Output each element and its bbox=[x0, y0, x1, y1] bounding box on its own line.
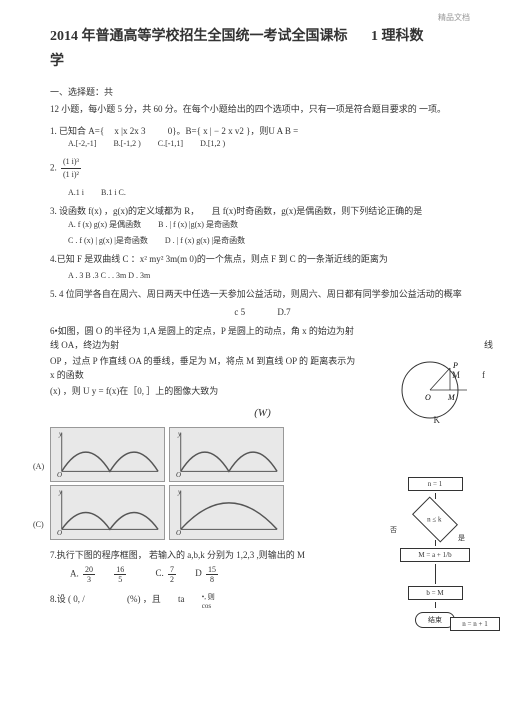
fc-out: b = M bbox=[408, 586, 463, 600]
chart-c-y: y bbox=[59, 488, 62, 496]
q6-end1: 线 bbox=[484, 339, 493, 353]
question-1: 1. 已知合 A={ x |x 2x 3 0}。B={ x | − 2 x v2… bbox=[50, 125, 475, 151]
q6-line3: (x) ，则 U y = f(x)在［0, ］上的图像大致为 bbox=[50, 385, 360, 399]
q6-line1: 6•如图，圆 O 的半径为 1,A 是圆上的定点，P 是圆上的动点，角 x 的始… bbox=[50, 326, 354, 350]
q8-stem: 8.设 ( 0, / bbox=[50, 594, 85, 604]
q6-end2: f bbox=[482, 369, 485, 383]
q7-a-label: A. bbox=[70, 568, 79, 578]
q1-options: A.[-2,-1] B.[-1,2 ) C.[-1,1] D.[1,2 ) bbox=[68, 138, 475, 150]
chart-d-y: y bbox=[178, 488, 181, 496]
q1-opt-b: B.[-1,2 ) bbox=[113, 139, 140, 148]
q4-stem: 4.已知 F 是双曲线 C ：x² my² 3m(m 0)的一个焦点，则点 F … bbox=[50, 254, 388, 264]
q3-options-row1: A. f (x) g(x) 是偶函数 B . | f (x) |g(x) 是奇函… bbox=[68, 219, 475, 231]
chart-c: y O (C) bbox=[50, 485, 165, 540]
chart-b-o: O bbox=[176, 471, 181, 479]
q7-d-label: D bbox=[195, 568, 202, 578]
title-suffix: 1 理科数 bbox=[371, 29, 424, 44]
fc-yes: 是 bbox=[458, 533, 465, 543]
chart-b-y: y bbox=[178, 430, 181, 438]
q5-opt-d: D.7 bbox=[277, 307, 290, 317]
question-5: 5. 4 位同学各自在周六、周日两天中任选一天参加公益活动，则周六、周日都有同学… bbox=[50, 288, 475, 319]
circle-figure: O M P bbox=[395, 358, 480, 423]
chart-col-left: y O (A) y O (C) bbox=[50, 427, 165, 540]
q1-suf: 0}。B={ x | − 2 x v2 }，则U A B = bbox=[168, 126, 299, 136]
title-text: 2014 年普通高等学校招生全国统一考试全国课标 bbox=[50, 29, 348, 44]
q7-a-d: 3 bbox=[83, 575, 95, 584]
q2-frac-n: (1 i)³ bbox=[61, 156, 81, 169]
q7-a-n: 20 bbox=[83, 565, 95, 575]
chart-b: y O bbox=[169, 427, 284, 482]
q7-b-d: 5 bbox=[114, 575, 126, 584]
q8-p: (%) ，且 bbox=[127, 594, 161, 604]
k-label: K bbox=[434, 415, 441, 425]
q3-line1: 3. 设函数 f(x) ，g(x)的定义域都为 R， bbox=[50, 206, 199, 216]
q2-opt-a: A.1 i bbox=[68, 188, 84, 197]
section-label: 一、选择题：共 bbox=[50, 85, 475, 98]
chart-col-right: y O y O bbox=[169, 427, 284, 540]
q7-c-label: C. bbox=[156, 568, 164, 578]
q1-prefix: 1. 已知合 A={ bbox=[50, 126, 104, 136]
q3-options-row2: C . f (x) | g(x) |是奇函数 D . | f (x) g(x) … bbox=[68, 235, 475, 247]
q6-m: M bbox=[452, 369, 460, 383]
q1-opt-a: A.[-2,-1] bbox=[68, 139, 96, 148]
q8-dot: •, 则 bbox=[202, 593, 215, 601]
chart-a-label: (A) bbox=[33, 462, 44, 471]
chart-d: y O bbox=[169, 485, 284, 540]
fc-nn: n = n + 1 bbox=[450, 617, 500, 631]
q8-cos: cos bbox=[202, 602, 211, 610]
q3-line1b: 且 f(x)时奇函数，g(x)是偶函数，则下列结论正确的是 bbox=[212, 206, 423, 216]
chart-a-y: y bbox=[59, 430, 62, 438]
flowchart: n = 1 n ≤ k 否 是 M = a + 1/b b = M 结束 n =… bbox=[375, 475, 495, 655]
q1-mid: x |x 2x 3 bbox=[114, 126, 145, 136]
q2-options: A.1 i B.1 i C. bbox=[68, 187, 475, 199]
chart-c-label: (C) bbox=[33, 520, 44, 529]
circle-m-label: M bbox=[447, 393, 456, 402]
watermark: 精品文档 bbox=[438, 12, 470, 23]
fc-end: 结束 bbox=[415, 612, 455, 628]
q2-fraction: (1 i)³ (1 i)² bbox=[61, 156, 81, 181]
question-6: 6•如图，圆 O 的半径为 1,A 是圆上的定点，P 是圆上的动点，角 x 的始… bbox=[50, 325, 360, 399]
question-2: 2. (1 i)³ (1 i)² A.1 i B.1 i C. bbox=[50, 156, 475, 199]
q3-opt-d: D . | f (x) g(x) |是奇函数 bbox=[165, 236, 245, 245]
q8-t: ta bbox=[178, 594, 185, 604]
q7-d-d: 8 bbox=[206, 575, 218, 584]
q5-stem: 5. 4 位同学各自在周六、周日两天中任选一天参加公益活动，则周六、周日都有同学… bbox=[50, 289, 462, 299]
fc-meq: M = a + 1/b bbox=[400, 548, 470, 562]
q3-opt-c: C . f (x) | g(x) |是奇函数 bbox=[68, 236, 148, 245]
circle-o-label: O bbox=[425, 393, 431, 402]
q5-options: c 5 D.7 bbox=[50, 306, 475, 320]
q2-frac-d: (1 i)² bbox=[61, 169, 81, 181]
q1-opt-d: D.[1,2 ) bbox=[200, 139, 225, 148]
page-title: 2014 年普通高等学校招生全国统一考试全国课标 1 理科数 bbox=[50, 25, 475, 45]
q7-b-n: 16 bbox=[114, 565, 126, 575]
intro-text: 12 小题，每小题 5 分，共 60 分。在每个小题给出的四个选项中，只有一项是… bbox=[50, 103, 475, 117]
chart-a-o: O bbox=[57, 471, 62, 479]
q2-stem: 2. bbox=[50, 163, 57, 173]
question-4: 4.已知 F 是双曲线 C ：x² my² 3m(m 0)的一个焦点，则点 F … bbox=[50, 253, 475, 283]
chart-c-o: O bbox=[57, 529, 62, 537]
fc-cond: n ≤ k bbox=[412, 497, 458, 543]
q7-c-d: 2 bbox=[168, 575, 176, 584]
q4-options: A . 3 B .3 C . . 3m D . 3m bbox=[68, 270, 475, 282]
q6-line2: OP ，过点 P 作直线 OA 的垂线，垂足为 M，将点 M 到直线 OP 的 … bbox=[50, 356, 355, 380]
question-3: 3. 设函数 f(x) ，g(x)的定义域都为 R， 且 f(x)时奇函数，g(… bbox=[50, 205, 475, 247]
q3-opt-a: A. f (x) g(x) 是偶函数 bbox=[68, 220, 141, 229]
q1-opt-c: C.[-1,1] bbox=[158, 139, 183, 148]
q7-c-n: 7 bbox=[168, 565, 176, 575]
chart-a: y O (A) bbox=[50, 427, 165, 482]
q7-d-n: 15 bbox=[206, 565, 218, 575]
fc-no: 否 bbox=[390, 525, 397, 535]
q2-opt-b: B.1 i C. bbox=[101, 188, 126, 197]
q5-opt-c: c 5 bbox=[234, 307, 245, 317]
q3-opt-b: B . | f (x) |g(x) 是奇函数 bbox=[158, 220, 238, 229]
chart-d-o: O bbox=[176, 529, 181, 537]
page-title-line2: 学 bbox=[50, 50, 475, 70]
fc-n1: n = 1 bbox=[408, 477, 463, 491]
